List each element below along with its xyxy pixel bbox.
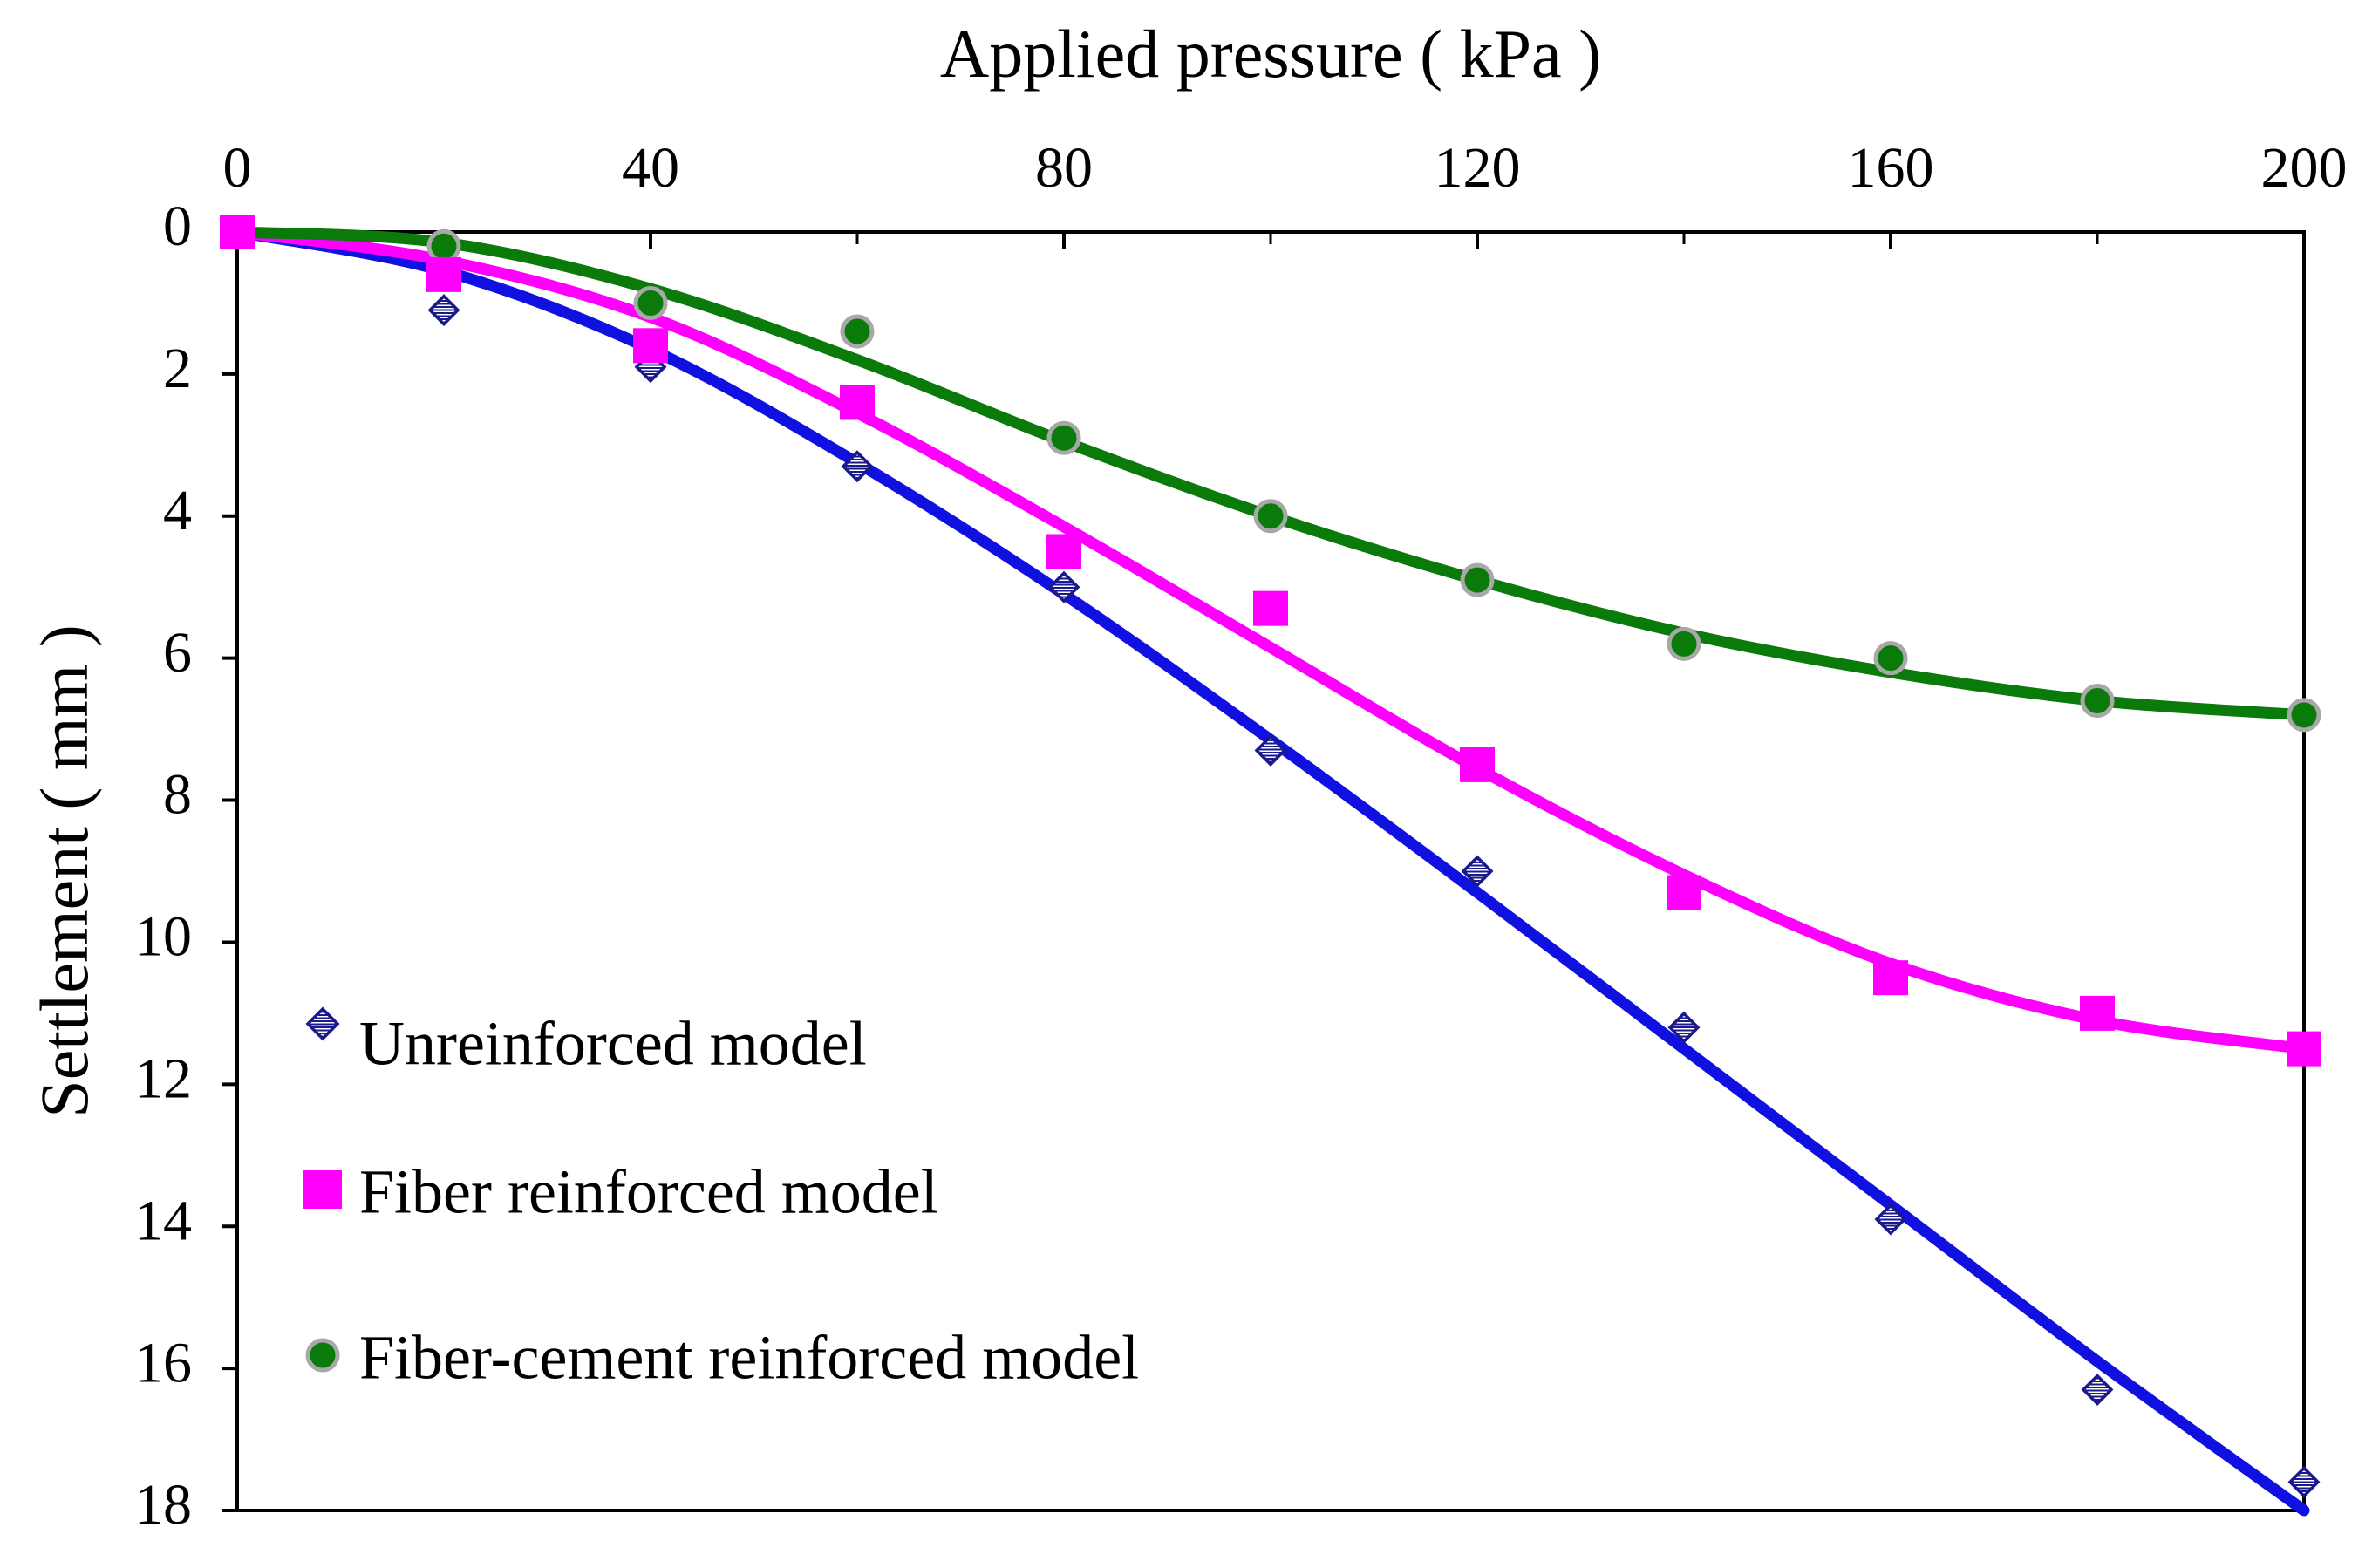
y-axis-ticks: 0 2 4 6 8 10 12 14 16 18	[134, 194, 237, 1537]
legend-markers	[303, 1006, 342, 1373]
plot-area	[235, 230, 2306, 1512]
point-unreinforced	[841, 450, 874, 483]
legend-marker-fiber	[303, 1170, 342, 1209]
point-unreinforced	[1254, 734, 1287, 767]
point-unreinforced	[1461, 855, 1494, 888]
point-fiber	[2287, 1031, 2321, 1067]
point-fiber	[1046, 534, 1081, 569]
y-tick-label: 18	[134, 1473, 192, 1537]
x-tick-label: 40	[622, 136, 679, 200]
legend-label-fiber: Fiber reinforced model	[359, 1157, 938, 1227]
trend-line-unreinforced	[231, 226, 2310, 1517]
point-fiber	[220, 215, 255, 249]
y-tick-label: 0	[163, 194, 192, 258]
x-tick-label: 120	[1435, 136, 1521, 200]
legend-marker-unreinforced	[305, 1006, 340, 1041]
x-axis-title: Applied pressure ( kPa )	[940, 16, 1601, 92]
y-tick-label: 8	[163, 763, 192, 827]
point-fiber-cement	[633, 285, 668, 320]
legend-label-fiber-cement: Fiber-cement reinforced model	[359, 1323, 1139, 1393]
x-tick-label: 80	[1035, 136, 1093, 200]
x-axis-ticks: 0 40 80 120 160 200	[223, 136, 2348, 249]
y-tick-label: 6	[163, 621, 192, 685]
y-axis-title: Settlement ( mm )	[26, 624, 102, 1117]
point-unreinforced	[1874, 1203, 1907, 1236]
point-unreinforced	[2081, 1374, 2114, 1407]
point-fiber	[840, 385, 875, 420]
x-tick-label: 0	[223, 136, 252, 200]
point-fiber	[633, 328, 668, 364]
legend: Unreinforced model Fiber reinforced mode…	[303, 1006, 1139, 1393]
y-tick-label: 12	[134, 1046, 192, 1110]
legend-marker-fiber-cement	[305, 1338, 340, 1373]
y-tick-label: 4	[163, 479, 192, 542]
point-fiber-cement	[1253, 499, 1288, 534]
point-fiber	[2080, 995, 2115, 1031]
point-fiber	[1667, 875, 1701, 910]
y-tick-label: 16	[134, 1331, 192, 1394]
point-unreinforced	[2287, 1465, 2321, 1498]
legend-label-unreinforced: Unreinforced model	[359, 1009, 867, 1079]
point-fiber-cement	[426, 228, 461, 263]
x-tick-label: 200	[2261, 136, 2348, 200]
trend-line-fiber	[231, 226, 2310, 1055]
point-fiber	[1253, 590, 1288, 626]
point-unreinforced	[427, 294, 460, 327]
point-fiber	[1460, 747, 1495, 782]
point-fiber-cement	[840, 314, 875, 349]
data-points	[220, 215, 2321, 1498]
point-fiber-cement	[1046, 420, 1081, 455]
point-fiber-cement	[1667, 626, 1701, 661]
y-tick-label: 2	[163, 337, 192, 400]
trend-lines	[231, 226, 2310, 1517]
point-fiber	[426, 256, 461, 292]
y-tick-label: 10	[134, 905, 192, 969]
point-fiber	[1873, 960, 1908, 996]
point-unreinforced	[1047, 570, 1080, 603]
y-tick-label: 14	[134, 1189, 192, 1252]
point-fiber-cement	[1460, 562, 1495, 597]
point-unreinforced	[1667, 1011, 1701, 1044]
point-fiber-cement	[2287, 698, 2321, 733]
x-tick-label: 160	[1848, 136, 1934, 200]
point-fiber-cement	[2080, 684, 2115, 719]
point-fiber-cement	[1873, 641, 1908, 676]
